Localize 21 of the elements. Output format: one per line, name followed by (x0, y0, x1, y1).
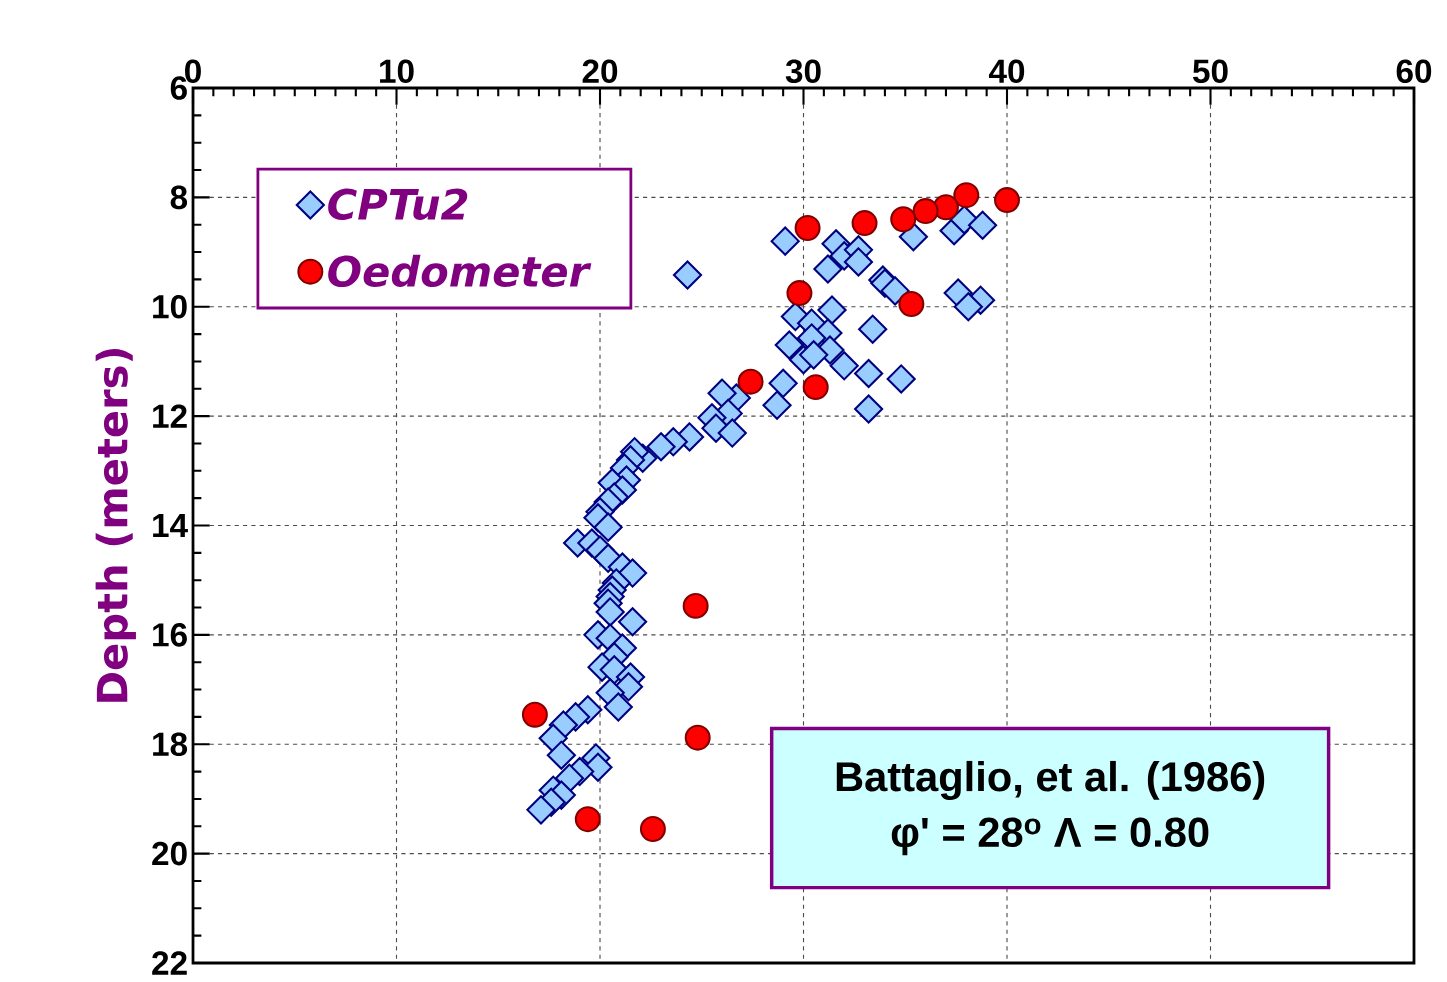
x-tick-label: 10 (380, 59, 414, 84)
x-tick-label: 0 (185, 59, 201, 84)
y-tick-label: 10 (153, 294, 187, 319)
y-tick-label: 8 (170, 185, 188, 210)
y-tick-label: 22 (152, 951, 187, 975)
legend-label: CPTu2 (328, 188, 468, 220)
y-tick-label: 20 (152, 841, 187, 866)
x-tick-label: 30 (785, 59, 821, 84)
y-tick-label: 12 (153, 404, 187, 428)
y-tick-label: 14 (153, 514, 188, 537)
y-tick-label: 18 (153, 732, 188, 757)
x-tick-label: 60 (1396, 59, 1432, 84)
x-tick-label: 40 (988, 59, 1025, 84)
y-tick-label: 6 (170, 76, 187, 100)
y-axis-title: Depth (meters) (95, 349, 136, 702)
annotation: Battaglio, et al. (1986) (836, 760, 1265, 800)
x-tick-label: 50 (1192, 59, 1228, 84)
annotation: φ' = 28$^{o}$ Λ = 0.80 (891, 817, 1209, 856)
x-tick-label: 20 (582, 59, 618, 84)
y-tick-label: 16 (153, 623, 187, 647)
legend-label: Oedometer (328, 254, 592, 288)
